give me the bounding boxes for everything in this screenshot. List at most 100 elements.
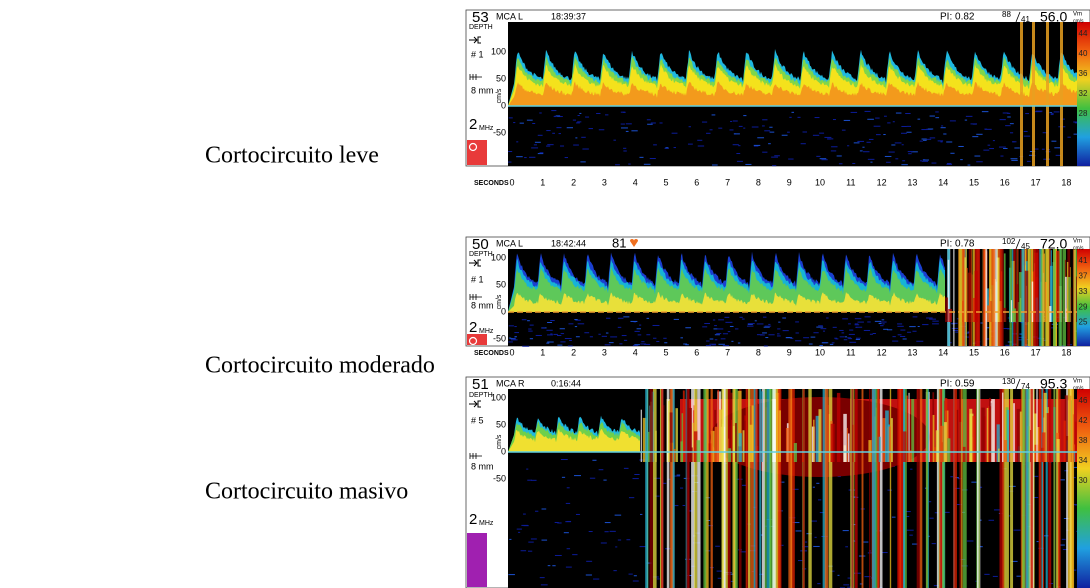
artifact — [846, 427, 848, 462]
velocity-slash — [1015, 11, 1021, 23]
noise — [753, 145, 759, 147]
frequency: 2 — [469, 319, 477, 336]
artifact — [732, 389, 736, 588]
artifact — [958, 408, 962, 462]
vessel: MCA R — [496, 378, 525, 388]
artifact — [777, 389, 781, 588]
noise — [514, 326, 517, 328]
noise — [621, 335, 627, 337]
noise — [983, 149, 990, 151]
heart-rate: 81 — [612, 235, 626, 250]
artifact — [661, 389, 664, 588]
artifact — [933, 447, 937, 462]
noise — [756, 323, 764, 325]
noise — [818, 499, 822, 501]
artifact — [1013, 249, 1016, 346]
panel-label: Cortocircuito masivo — [205, 479, 408, 505]
artifact — [755, 389, 758, 588]
artifact — [772, 389, 776, 588]
noise — [533, 144, 537, 146]
noise — [592, 459, 597, 461]
vessel: MCA L — [496, 11, 523, 21]
seconds-tick: 4 — [633, 177, 638, 187]
noise — [1042, 132, 1049, 134]
artifact — [851, 389, 854, 588]
noise — [814, 117, 820, 119]
artifact — [919, 389, 923, 588]
noise — [971, 481, 977, 483]
velocity-slash — [1015, 238, 1021, 250]
artifact — [1067, 276, 1071, 322]
noise — [528, 330, 533, 332]
depth-label: DEPTH — [469, 392, 493, 399]
noise — [870, 161, 873, 163]
y-unit: cm/s — [496, 88, 503, 103]
waveform — [508, 428, 640, 452]
artifact — [977, 389, 979, 588]
noise — [818, 325, 823, 327]
artifact — [991, 249, 996, 346]
seconds-tick: 9 — [787, 177, 792, 187]
artifact — [1020, 22, 1023, 166]
artifact — [983, 249, 987, 346]
artifact — [1048, 306, 1052, 322]
noise — [565, 566, 572, 568]
noise — [958, 145, 964, 147]
noise — [934, 512, 939, 514]
artifact — [959, 389, 962, 588]
mean-velocity: 56.0 — [1040, 9, 1067, 25]
artifact — [960, 389, 963, 588]
noise — [832, 119, 836, 121]
scale-label: 36 — [1079, 69, 1088, 78]
artifact — [1050, 265, 1053, 322]
artifact — [1011, 249, 1014, 346]
artifact — [718, 409, 723, 462]
artifact — [808, 389, 812, 588]
artifact — [969, 408, 973, 462]
noise — [902, 338, 907, 340]
noise — [864, 110, 871, 112]
noise — [923, 139, 927, 141]
noise — [508, 341, 513, 343]
artifact — [972, 249, 976, 346]
noise — [1019, 333, 1023, 335]
artifact — [942, 389, 945, 588]
noise — [1009, 132, 1014, 134]
noise — [572, 554, 578, 556]
noise — [647, 123, 653, 125]
noise — [882, 323, 885, 325]
noise — [795, 332, 799, 334]
noise — [1003, 147, 1008, 149]
noise — [853, 142, 860, 144]
noise — [992, 140, 995, 142]
noise — [804, 541, 808, 543]
artifact — [1041, 432, 1046, 462]
noise — [1036, 337, 1042, 339]
noise — [765, 337, 769, 339]
noise — [539, 152, 544, 154]
noise — [623, 150, 627, 152]
noise — [888, 151, 895, 153]
pulsatility-index: PI: 0.59 — [940, 379, 975, 390]
noise — [559, 328, 565, 330]
noise — [625, 130, 629, 132]
noise — [558, 133, 561, 135]
noise — [976, 133, 983, 135]
noise — [883, 328, 889, 330]
noise — [791, 111, 795, 113]
artifact — [1019, 272, 1023, 322]
noise — [508, 161, 512, 163]
color-bar — [1077, 22, 1090, 166]
noise — [637, 334, 642, 336]
noise — [905, 511, 911, 513]
noise — [557, 335, 562, 337]
noise — [566, 520, 572, 522]
artifact — [946, 438, 951, 462]
velocity-min: 45 — [1021, 242, 1030, 251]
seconds-tick: 8 — [756, 177, 761, 187]
artifact — [1000, 271, 1003, 322]
noise — [916, 340, 924, 342]
seconds-tick: 10 — [815, 347, 825, 357]
noise — [729, 325, 734, 327]
